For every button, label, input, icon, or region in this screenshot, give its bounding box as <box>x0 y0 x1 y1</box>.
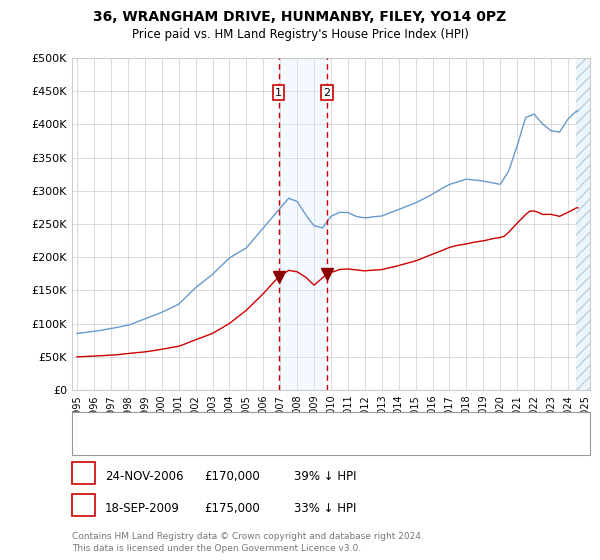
Text: 24-NOV-2006: 24-NOV-2006 <box>105 470 184 483</box>
Text: Price paid vs. HM Land Registry's House Price Index (HPI): Price paid vs. HM Land Registry's House … <box>131 28 469 41</box>
Bar <box>577 58 590 390</box>
Text: 2: 2 <box>80 498 87 511</box>
Text: 39% ↓ HPI: 39% ↓ HPI <box>294 470 356 483</box>
Text: 33% ↓ HPI: 33% ↓ HPI <box>294 502 356 515</box>
Text: 2: 2 <box>323 88 331 98</box>
Text: Contains HM Land Registry data © Crown copyright and database right 2024.
This d: Contains HM Land Registry data © Crown c… <box>72 532 424 553</box>
Text: HPI: Average price, detached house, North Yorkshire: HPI: Average price, detached house, Nort… <box>115 439 388 449</box>
Text: 18-SEP-2009: 18-SEP-2009 <box>105 502 180 515</box>
Text: 1: 1 <box>80 466 87 479</box>
Bar <box>278 58 327 390</box>
Text: 36, WRANGHAM DRIVE, HUNMANBY, FILEY, YO14 0PZ (detached house): 36, WRANGHAM DRIVE, HUNMANBY, FILEY, YO1… <box>115 419 486 429</box>
Text: 36, WRANGHAM DRIVE, HUNMANBY, FILEY, YO14 0PZ: 36, WRANGHAM DRIVE, HUNMANBY, FILEY, YO1… <box>94 10 506 24</box>
Text: £175,000: £175,000 <box>204 502 260 515</box>
Text: 1: 1 <box>275 88 282 98</box>
Text: £170,000: £170,000 <box>204 470 260 483</box>
